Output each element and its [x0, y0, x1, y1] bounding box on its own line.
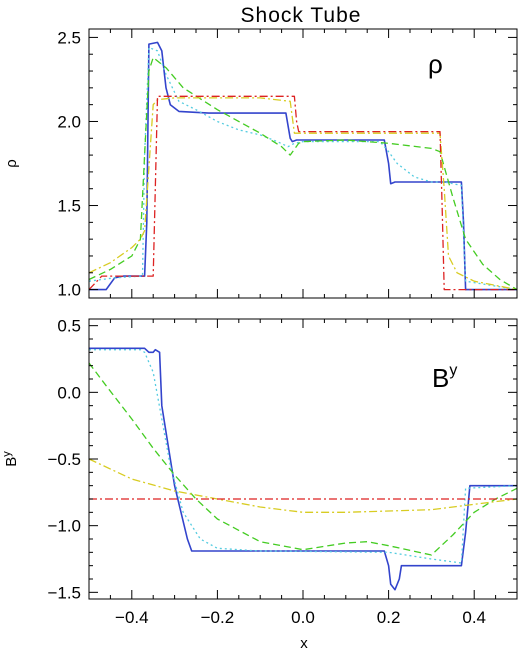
by-xtick-label: 0.2 — [377, 608, 401, 627]
by-series-2-line — [89, 349, 517, 564]
by-series-group — [89, 347, 517, 591]
by-panel-label-sup: y — [449, 362, 457, 379]
density-ytick-label: 1.0 — [57, 281, 81, 300]
by-ytick-label: 0.0 — [57, 383, 81, 402]
density-series-3-line — [89, 56, 517, 291]
by-y-axis-label-sup: y — [1, 451, 13, 457]
density-y-axis-label-text: ρ — [3, 159, 20, 168]
by-ytick-label: −1.5 — [47, 583, 81, 602]
by-xtick-label: −0.4 — [115, 608, 149, 627]
by-xtick-label: −0.2 — [201, 608, 235, 627]
by-series-1-line — [89, 347, 517, 591]
by-panel-label: By — [432, 362, 457, 393]
by-xtick-label: 0.4 — [462, 608, 486, 627]
chart-title: Shock Tube — [241, 4, 362, 27]
density-panel: 1.0 1.5 2.0 2.5 ρ ρ — [3, 28, 518, 300]
by-panel-label-text: B — [432, 363, 449, 393]
by-ytick-label: −0.5 — [47, 450, 81, 469]
by-series-3-line — [89, 362, 517, 556]
by-panel: −1.5 −1.0 −0.5 0.0 0.5 −0.4 −0.2 0.0 0.2 0.4 By x By — [1, 317, 518, 652]
density-series-group — [89, 41, 517, 291]
by-series-4-line — [89, 458, 517, 513]
density-series-1-line — [89, 41, 517, 291]
density-ytick-label: 2.0 — [57, 112, 81, 131]
density-y-axis-label: ρ — [3, 159, 20, 168]
by-y-axis-label-text: B — [3, 457, 20, 467]
density-ytick-label: 2.5 — [57, 28, 81, 47]
by-x-axis-label: x — [300, 635, 308, 652]
density-panel-label-text: ρ — [428, 49, 443, 79]
by-plot-frame — [88, 318, 518, 600]
by-xtick-label: 0.0 — [291, 608, 315, 627]
density-panel-label: ρ — [428, 49, 443, 79]
density-plot-frame — [88, 28, 518, 299]
by-y-axis-label: By — [1, 451, 20, 467]
density-ytick-label: 1.5 — [57, 197, 81, 216]
density-series-4-line — [89, 97, 517, 291]
by-ytick-label: −1.0 — [47, 517, 81, 536]
by-ytick-label: 0.5 — [57, 317, 81, 336]
density-series-5-line — [89, 95, 517, 291]
